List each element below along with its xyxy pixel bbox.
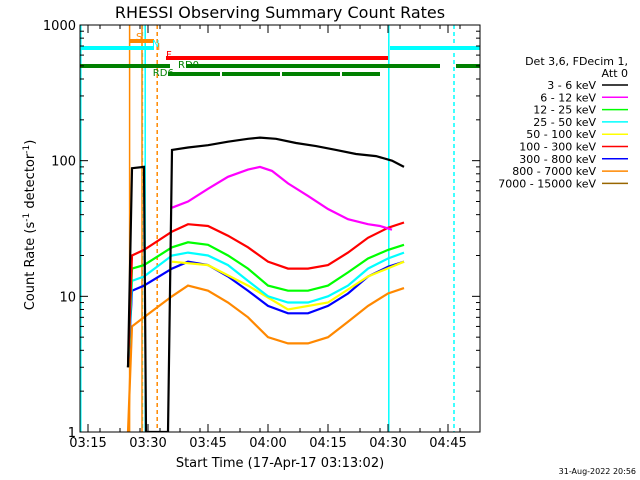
flag-label-rd6: RD6: [153, 68, 174, 79]
svg-text:Count Rate (s-1 detector-1): Count Rate (s-1 detector-1): [22, 140, 38, 311]
x-tick-label: 04:45: [429, 436, 466, 451]
series-line-50-100kev: [171, 260, 405, 311]
x-tick-label: 03:30: [129, 436, 166, 451]
x-tick-label: 03:15: [69, 436, 106, 451]
legend-header-line-2: Att 0: [602, 67, 628, 80]
legend-label: 300 - 800 keV: [519, 153, 596, 166]
chart-title: RHESSI Observing Summary Count Rates: [115, 3, 445, 22]
y-tick-label: 10: [59, 290, 76, 305]
y-axis-label-sup-1: -1: [22, 213, 32, 222]
flag-label-rd0: RD0: [178, 60, 199, 71]
legend-header-line-1: Det 3,6, FDecim 1,: [525, 55, 628, 68]
legend-label: 100 - 300 keV: [519, 141, 596, 154]
flag-label-s: S: [136, 32, 142, 43]
x-axis-label: Start Time (17-Apr-17 03:13:02): [176, 456, 384, 471]
legend-label: 6 - 12 keV: [540, 91, 596, 104]
series-line-800-7000kev: [126, 284, 405, 432]
series-line-6-12kev: [171, 165, 393, 231]
x-tick-label: 04:30: [369, 436, 406, 451]
x-tick-label: 04:15: [309, 436, 346, 451]
x-tick-label: 03:45: [189, 436, 226, 451]
footer-timestamp: 31-Aug-2022 20:56: [559, 467, 636, 476]
y-axis-label-end: ): [23, 140, 38, 145]
y-tick-label: 1000: [43, 19, 76, 34]
y-axis-label: Count Rate (s-1 detector-1): [22, 140, 38, 311]
plot-frame: [79, 24, 481, 433]
flag-label-f: F: [166, 50, 172, 61]
series-line-300-800kev: [126, 260, 405, 368]
y-axis-label-mid: detector: [23, 153, 38, 213]
y-axis-label-sup-2: -1: [22, 145, 32, 154]
flag-label-n: N: [152, 39, 159, 50]
legend-label: 3 - 6 keV: [547, 79, 596, 92]
legend-label: 7000 - 15000 keV: [498, 177, 596, 190]
axes: 1 10 100 1000 03:15 03:30 03:45 04:00 04:15 04:30…: [43, 19, 481, 451]
legend-label: 800 - 7000 keV: [512, 165, 596, 178]
series-line-12-25kev: [126, 241, 405, 368]
flag-label-i: I: [157, 42, 160, 53]
series-line-3-6kev: [126, 136, 405, 432]
x-tick-label: 04:00: [249, 436, 286, 451]
legend-label: 12 - 25 keV: [533, 104, 596, 117]
series-line-100-300kev: [126, 221, 405, 368]
legend-label: 25 - 50 keV: [533, 116, 596, 129]
y-tick-label: 100: [51, 155, 76, 170]
legend-label: 50 - 100 keV: [526, 128, 596, 141]
y-tick-label: 1: [68, 426, 76, 441]
y-axis-label-main: Count Rate (s: [23, 222, 38, 311]
series-line-25-50kev: [126, 251, 405, 368]
